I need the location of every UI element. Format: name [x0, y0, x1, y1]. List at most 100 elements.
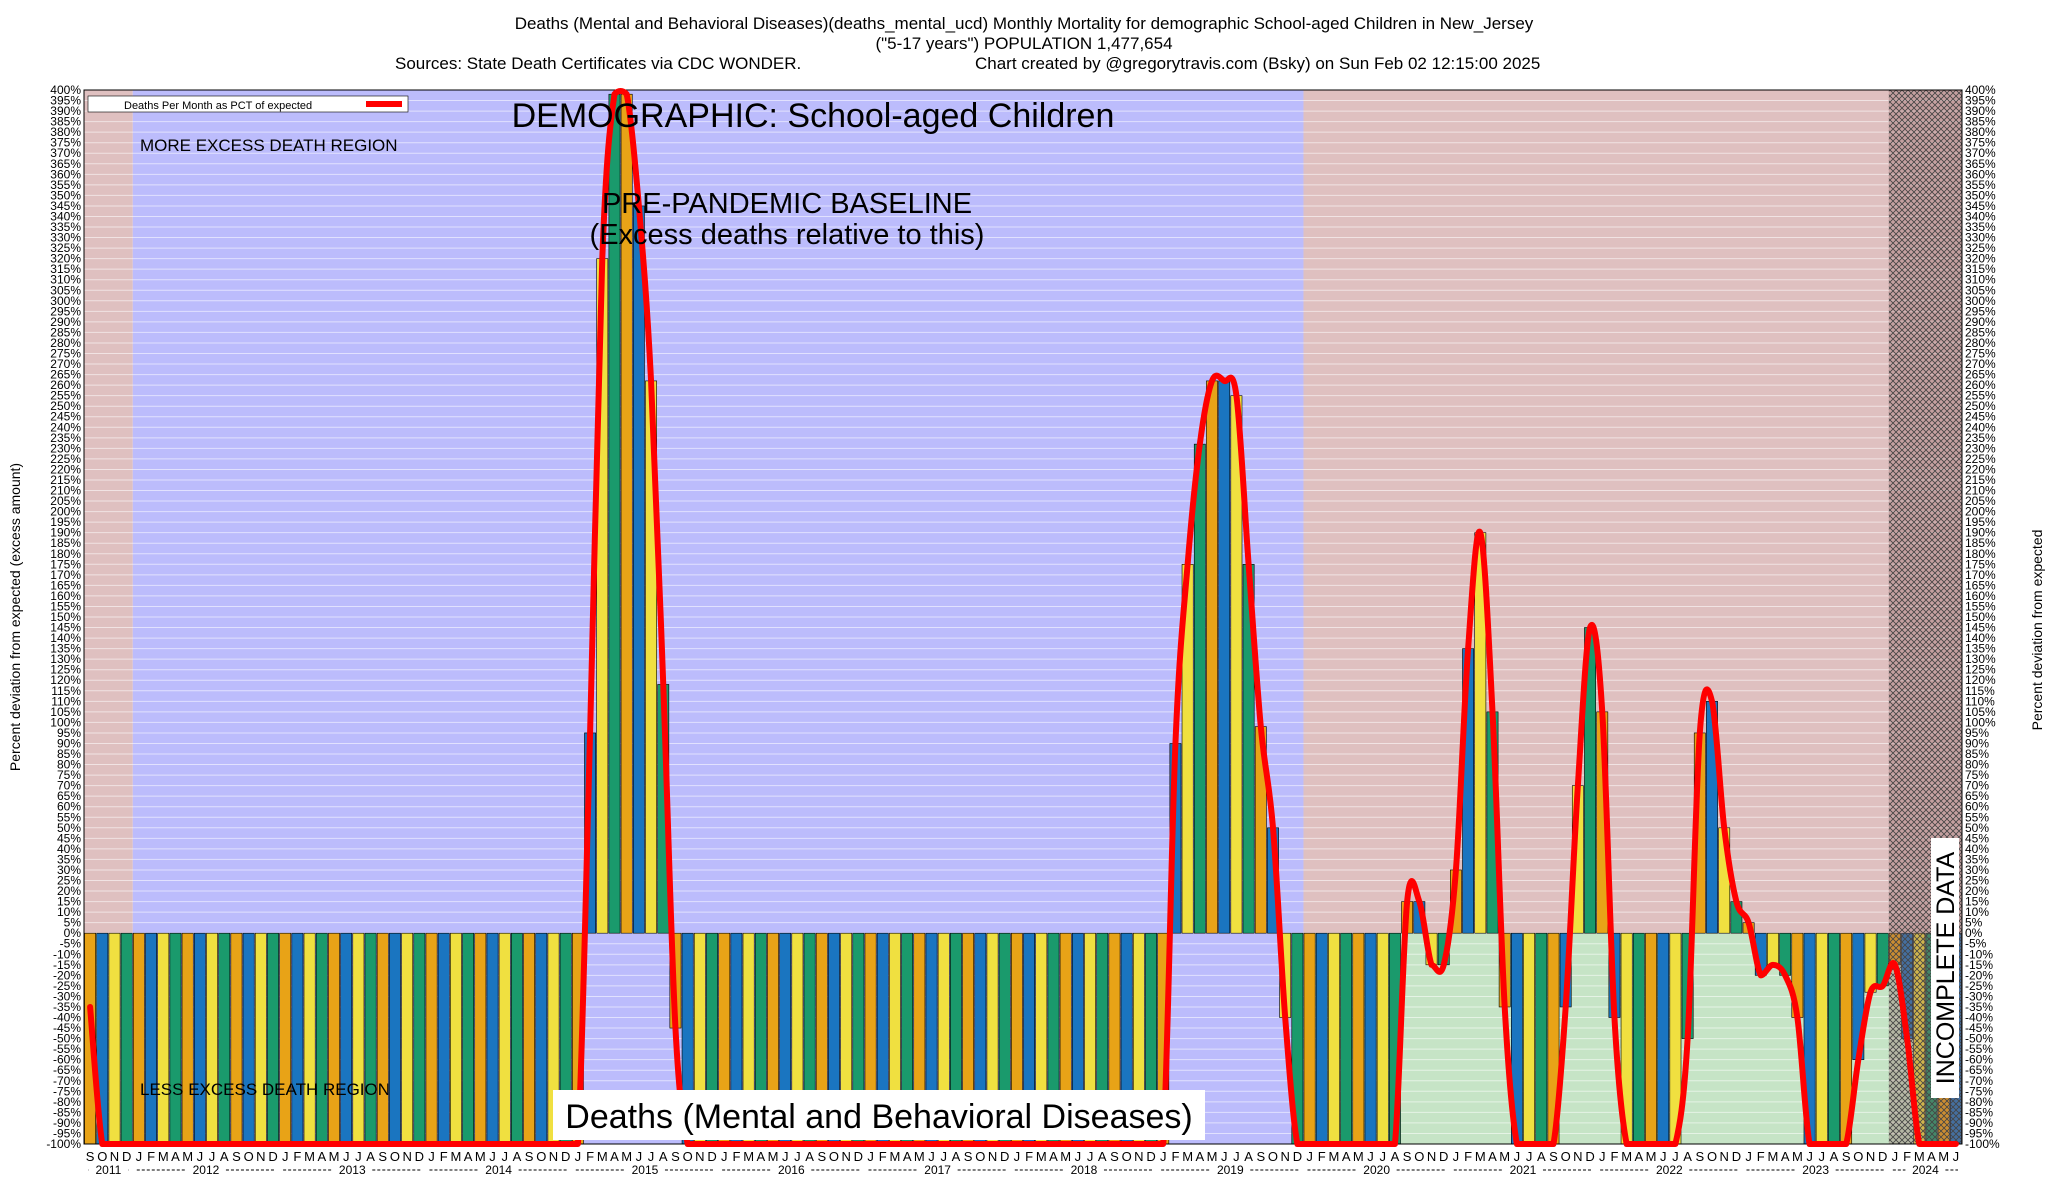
x-tick-label-month: A [513, 1149, 522, 1164]
y-tick-label-right: 90% [1965, 736, 1989, 750]
bar [157, 932, 170, 1145]
x-tick-label-month: J [355, 1149, 362, 1164]
y-tick-label-right: 255% [1965, 389, 1996, 403]
y-tick-label-right: 305% [1965, 283, 1996, 297]
y-tick-label-left: 240% [50, 420, 81, 434]
x-tick-label-month: F [1610, 1149, 1618, 1164]
x-tick-label-month: F [1318, 1149, 1326, 1164]
x-tick-label-month: J [1014, 1149, 1021, 1164]
x-tick-label-month: M [451, 1149, 462, 1164]
bar [1352, 932, 1365, 1145]
x-tick-label-month: A [1244, 1149, 1253, 1164]
y-tick-label-right: 230% [1965, 441, 1996, 455]
x-tick-label-month: A [1781, 1149, 1790, 1164]
x-tick-label-month: M [743, 1149, 754, 1164]
x-tick-label-month: J [648, 1149, 655, 1164]
y-tick-label-right: 390% [1965, 104, 1996, 118]
bar [632, 205, 645, 934]
y-tick-label-right: 150% [1965, 610, 1996, 624]
y-tick-label-left: -25% [53, 979, 81, 993]
y-tick-label-right: 30% [1965, 863, 1989, 877]
legend-box [87, 95, 409, 113]
y-axis-label-left: Percent deviation from expected (excess … [7, 463, 23, 771]
y-tick-label-left: 45% [57, 831, 81, 845]
x-tick-label-month: M [304, 1149, 315, 1164]
y-tick-label-right: 175% [1965, 557, 1996, 571]
x-tick-label-month: A [903, 1149, 912, 1164]
y-tick-label-left: 250% [50, 399, 81, 413]
y-tick-label-right: 130% [1965, 652, 1996, 666]
x-tick-label-month: M [890, 1149, 901, 1164]
y-tick-label-right: 325% [1965, 241, 1996, 255]
y-tick-label-right: -65% [1965, 1063, 1993, 1077]
y-tick-label-right: 385% [1965, 115, 1996, 129]
x-tick-label-month: O [1561, 1149, 1571, 1164]
x-tick-label-year: 2021 [1510, 1163, 1537, 1177]
y-tick-label-left: 295% [50, 304, 81, 318]
x-tick-label-month: O [1268, 1149, 1278, 1164]
bar [1828, 932, 1840, 1145]
y-tick-label-right: 300% [1965, 294, 1996, 308]
bar [267, 932, 279, 1145]
x-tick-label-month: F [1903, 1149, 1911, 1164]
x-tick-label-month: J [1453, 1149, 1460, 1164]
y-tick-label-left: -60% [53, 1053, 81, 1067]
x-tick-label-month: N [1427, 1149, 1436, 1164]
x-tick-label-month: N [1280, 1149, 1289, 1164]
x-tick-label-month: S [86, 1149, 95, 1164]
chart-title-line1: Deaths (Mental and Behavioral Diseases)(… [514, 14, 1534, 33]
y-tick-label-right: 380% [1965, 125, 1996, 139]
x-tick-label-month: J [1379, 1149, 1386, 1164]
y-tick-label-left: -40% [53, 1011, 81, 1025]
annotations: Deaths Per Month as PCT of expected DEMOG… [87, 95, 1960, 1140]
y-tick-label-right: 335% [1965, 220, 1996, 234]
x-tick-label-month: J [1526, 1149, 1533, 1164]
y-tick-label-right: 250% [1965, 399, 1996, 413]
x-tick-label-year: 2024 [1912, 1163, 1939, 1177]
bar [535, 932, 548, 1145]
cause-label-bg [553, 1090, 1205, 1140]
x-tick-label-month: O [683, 1149, 693, 1164]
bar-series [84, 93, 1962, 1145]
x-tick-label-month: A [1683, 1149, 1692, 1164]
x-tick-label-month: O [244, 1149, 254, 1164]
y-tick-label-right: 15% [1965, 895, 1989, 909]
bar [486, 932, 499, 1145]
y-tick-label-right: 290% [1965, 315, 1996, 329]
y-tick-label-left: 165% [50, 578, 81, 592]
x-tick-label-month: D [1293, 1149, 1302, 1164]
y-tick-label-right: -55% [1965, 1042, 1993, 1056]
y-tick-label-left: 400% [50, 83, 81, 97]
chart-credit: Chart created by @gregorytravis.com (Bsk… [975, 54, 1541, 73]
y-tick-label-left: 105% [50, 705, 81, 719]
bar [254, 932, 267, 1145]
x-tick-label-month: D [1585, 1149, 1594, 1164]
y-tick-label-right: -40% [1965, 1011, 1993, 1025]
incomplete-data-label: INCOMPLETE DATA [1932, 851, 1960, 1084]
x-tick-label-month: A [756, 1149, 765, 1164]
y-tick-label-left: 185% [50, 536, 81, 550]
y-tick-label-left: 130% [50, 652, 81, 666]
bar [376, 932, 389, 1145]
y-tick-label-left: -45% [53, 1021, 81, 1035]
y-tick-label-right: 375% [1965, 136, 1996, 150]
y-tick-label-right: -85% [1965, 1105, 1993, 1119]
x-tick-label-year: 2015 [632, 1163, 659, 1177]
x-tick-label-month: J [636, 1149, 643, 1164]
x-tick-label-year: 2019 [1217, 1163, 1244, 1177]
y-tick-label-right: 400% [1965, 83, 1996, 97]
bar [1535, 932, 1548, 1145]
y-tick-label-right: 360% [1965, 167, 1996, 181]
x-tick-label-month: M [1621, 1149, 1632, 1164]
y-tick-label-right: 115% [1965, 684, 1995, 698]
y-tick-label-left: 150% [50, 610, 81, 624]
y-tick-label-right: -30% [1965, 989, 1993, 1003]
x-tick-label-month: O [829, 1149, 839, 1164]
x-tick-label-month: S [817, 1149, 826, 1164]
y-tick-label-left: 115% [51, 684, 81, 698]
x-tick-label-month: N [549, 1149, 558, 1164]
bar [242, 932, 255, 1145]
y-tick-label-right: -45% [1965, 1021, 1993, 1035]
